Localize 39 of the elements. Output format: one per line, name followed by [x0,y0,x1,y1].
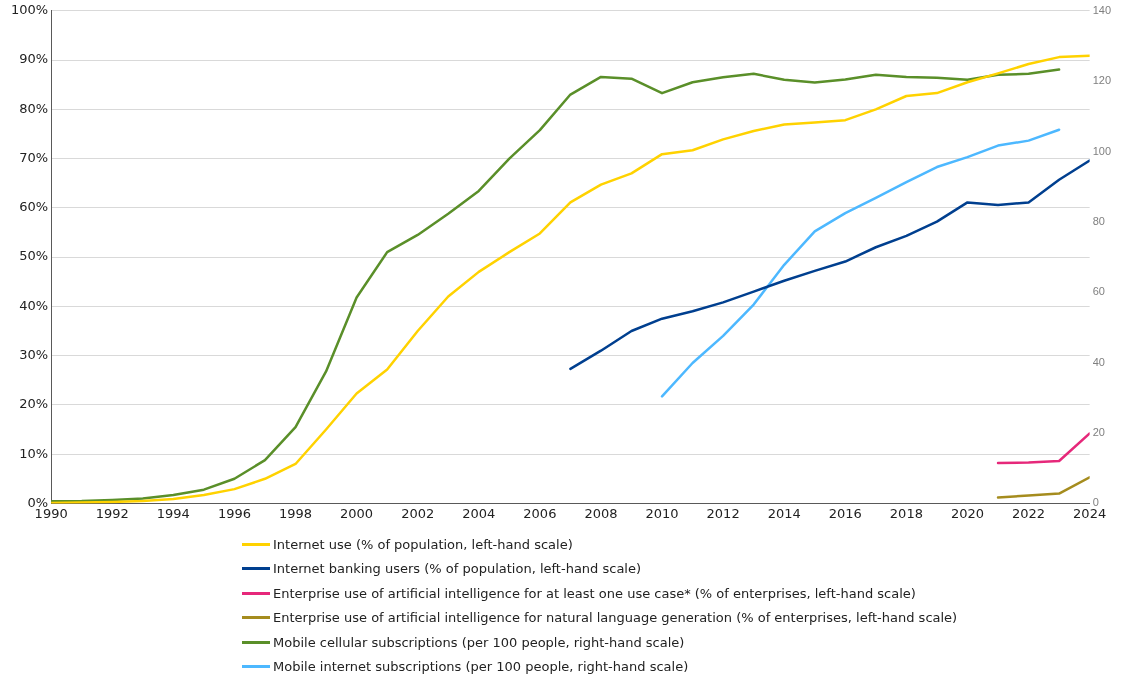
x-tick-label: 2002 [401,505,435,521]
y-tick-label: 20% [19,396,49,412]
x-tick-label: 1996 [217,505,251,521]
y-tick-label: 30% [19,346,49,362]
legend-label: Mobile cellular subscriptions (per 100 people, right-hand scale) [273,634,685,650]
y-tick-label: 40% [19,297,49,313]
legend-label: Enterprise use of artificial intelligence for at least one use case* (% of enterprises, left-hand scale) [273,585,916,601]
y2-tick-label: 40 [1092,355,1105,368]
y-tick-label: 80% [19,100,49,116]
y2-tick-label: 140 [1092,3,1112,16]
x-tick-label: 2008 [584,505,618,521]
legend-label: Internet use (% of population, left-hand scale) [273,536,573,552]
x-tick-label: 2022 [1012,505,1046,521]
legend-label: Internet banking users (% of population, left-hand scale) [273,561,642,577]
x-tick-label: 2000 [340,505,374,521]
y2-tick-label: 120 [1092,74,1112,87]
x-tick-label: 2006 [523,505,557,521]
x-tick-label: 1998 [278,505,313,521]
x-tick-label: 2020 [950,505,985,521]
y2-tick-label: 80 [1092,214,1105,227]
x-tick-label: 2004 [462,505,496,521]
x-tick-label: 1994 [156,505,190,521]
x-tick-label: 2010 [645,505,679,521]
y-tick-label: 60% [19,199,49,215]
legend-label: Enterprise use of artificial intelligence for natural language generation (% of enterprises, left-hand scale) [273,610,958,626]
y2-tick-label: 100 [1092,144,1112,157]
x-tick-label: 2018 [889,505,923,521]
legend-label: Mobile internet subscriptions (per 100 people, right-hand scale) [273,659,689,675]
y-tick-label: 50% [19,248,49,264]
y-tick-label: 10% [19,445,49,461]
y-tick-label: 70% [19,149,49,165]
x-tick-label: 2014 [767,505,801,521]
x-tick-label: 2016 [828,505,862,521]
y2-tick-label: 60 [1092,285,1105,298]
y2-tick-label: 20 [1092,426,1105,439]
x-tick-label: 1992 [95,505,129,521]
x-tick-label: 2012 [706,505,740,521]
y-tick-label: 90% [19,51,49,67]
y-tick-label: 100% [10,2,49,18]
